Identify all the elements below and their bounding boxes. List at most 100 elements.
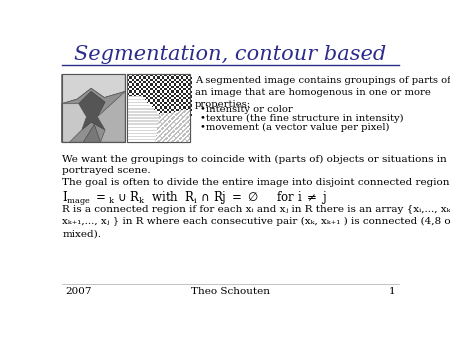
Bar (136, 81, 139, 84)
Bar (153, 77, 155, 79)
Bar (171, 84, 173, 86)
Bar (183, 112, 185, 114)
Bar (131, 116, 134, 118)
Bar (173, 109, 176, 112)
Bar (180, 102, 183, 104)
Bar (166, 86, 169, 88)
Bar (127, 79, 129, 81)
Bar (141, 79, 143, 81)
Bar (185, 88, 187, 91)
Text: I$_{\mathregular{mage}}$ $=_{\mathregular{k}}$ $\cup$ R$_{\mathregular{k}}$  wit: I$_{\mathregular{mage}}$ $=_{\mathregula… (63, 190, 328, 208)
Bar (129, 95, 131, 98)
Bar (129, 93, 131, 95)
Polygon shape (62, 104, 86, 142)
Bar (143, 77, 145, 79)
Bar (180, 84, 183, 86)
Bar (159, 112, 162, 114)
Bar (141, 102, 143, 104)
Bar (187, 98, 189, 100)
Bar (134, 93, 136, 95)
Bar (139, 107, 141, 109)
Bar (173, 114, 176, 116)
Bar (131, 112, 134, 114)
Bar (176, 79, 178, 81)
Bar (134, 81, 136, 84)
Bar (169, 79, 171, 81)
Bar (166, 77, 169, 79)
Bar (166, 84, 169, 86)
Bar (145, 107, 148, 109)
Bar (189, 107, 192, 109)
Bar (145, 93, 148, 95)
Bar (187, 81, 189, 84)
Bar (136, 77, 139, 79)
Bar (131, 93, 134, 95)
Bar (136, 100, 139, 102)
Bar (169, 112, 171, 114)
Bar (180, 88, 183, 91)
Bar (171, 95, 173, 98)
Text: 1: 1 (389, 287, 396, 296)
Bar (150, 102, 153, 104)
Bar (162, 107, 164, 109)
Bar (155, 102, 157, 104)
Bar (143, 79, 145, 81)
Bar (187, 102, 189, 104)
Bar (178, 86, 180, 88)
Bar (183, 100, 185, 102)
Bar (164, 114, 166, 116)
Bar (139, 88, 141, 91)
Bar (171, 74, 173, 77)
Bar (164, 79, 166, 81)
Bar (141, 112, 143, 114)
Bar (176, 98, 178, 100)
Bar (141, 116, 143, 118)
Bar (178, 79, 180, 81)
Bar (153, 84, 155, 86)
Bar (164, 107, 166, 109)
Bar (134, 114, 136, 116)
Bar (157, 109, 159, 112)
Bar (139, 112, 141, 114)
Bar (189, 91, 192, 93)
Bar (155, 81, 157, 84)
Bar (159, 109, 162, 112)
Bar (171, 88, 173, 91)
Bar (169, 95, 171, 98)
Bar (136, 109, 139, 112)
Bar (129, 107, 131, 109)
Bar (159, 84, 162, 86)
Bar (185, 91, 187, 93)
Bar (173, 81, 176, 84)
Bar (127, 74, 190, 142)
Bar (148, 81, 150, 84)
Bar (162, 91, 164, 93)
Bar (155, 116, 157, 118)
Bar (127, 114, 129, 116)
Bar (183, 116, 185, 118)
Bar (155, 77, 157, 79)
Bar (185, 112, 187, 114)
Bar (180, 81, 183, 84)
Bar (157, 98, 159, 100)
Bar (131, 88, 134, 91)
Bar (145, 112, 148, 114)
Bar (166, 79, 169, 81)
Bar (173, 77, 176, 79)
Bar (178, 104, 180, 107)
Bar (180, 91, 183, 93)
Bar (136, 95, 139, 98)
Bar (183, 98, 185, 100)
Bar (148, 93, 150, 95)
Bar (178, 114, 180, 116)
Bar (139, 79, 141, 81)
Bar (180, 98, 183, 100)
Polygon shape (97, 91, 125, 142)
Bar (136, 84, 139, 86)
Bar (145, 91, 148, 93)
Bar (169, 81, 171, 84)
Bar (141, 81, 143, 84)
Bar (189, 114, 192, 116)
Bar (173, 100, 176, 102)
Bar (187, 77, 189, 79)
